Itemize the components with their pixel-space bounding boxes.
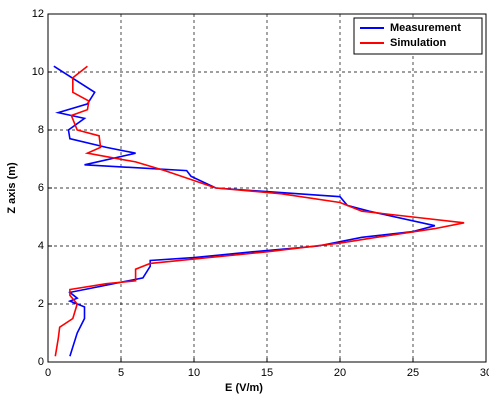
x-tick-label: 30 bbox=[480, 367, 489, 379]
legend: Measurement Simulation bbox=[353, 17, 483, 55]
y-axis-label: Z axis (m) bbox=[6, 162, 18, 214]
series-line bbox=[54, 65, 465, 357]
x-tick-label: 0 bbox=[45, 367, 51, 379]
x-tick-label: 20 bbox=[334, 367, 346, 379]
y-tick-label: 8 bbox=[38, 124, 44, 136]
x-tick-label: 5 bbox=[118, 367, 124, 379]
legend-label: Simulation bbox=[390, 37, 447, 49]
y-tick-label: 4 bbox=[38, 240, 44, 252]
x-axis-label: E (V/m) bbox=[225, 382, 263, 394]
series-line bbox=[53, 65, 436, 357]
y-tick-label: 0 bbox=[38, 356, 44, 368]
legend-label: Measurement bbox=[390, 22, 461, 34]
x-tick-label: 25 bbox=[407, 367, 419, 379]
x-tick-label: 15 bbox=[261, 367, 273, 379]
y-tick-label: 12 bbox=[32, 8, 44, 20]
y-tick-label: 6 bbox=[38, 182, 44, 194]
y-tick-label: 10 bbox=[32, 66, 44, 78]
y-tick-label: 2 bbox=[38, 298, 44, 310]
legend-box bbox=[353, 17, 483, 55]
plot-frame bbox=[47, 13, 487, 363]
x-tick-label: 10 bbox=[188, 367, 200, 379]
